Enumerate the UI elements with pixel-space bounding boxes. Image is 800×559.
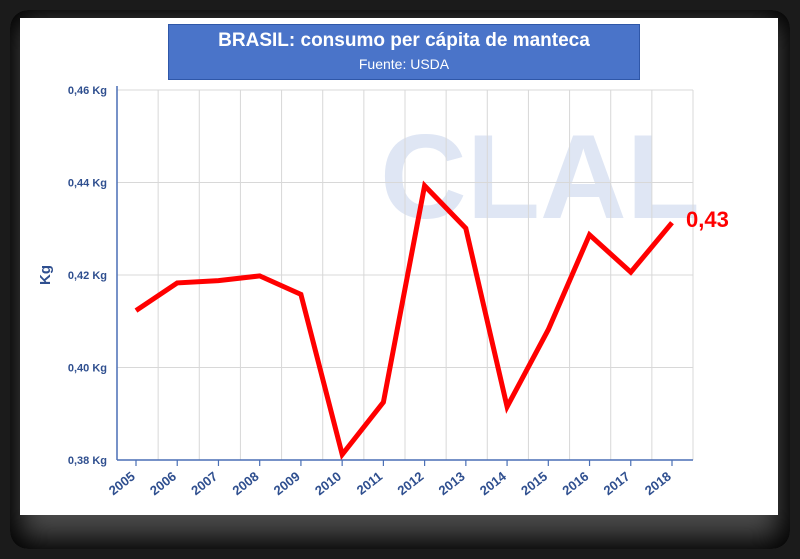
x-tick-label: 2005: [106, 469, 138, 499]
y-tick-label: 0,46 Kg: [68, 85, 107, 97]
x-tick-labels: 2005 2006 2007 2008 2009 2010 2011 2012 2013 2014…: [106, 468, 674, 498]
y-tick-label: 0,40 Kg: [68, 363, 107, 375]
x-tick-label: 2017: [601, 469, 633, 499]
y-tick-label: 0,44 Kg: [68, 178, 107, 190]
x-tick-label: 2016: [559, 469, 591, 499]
y-tick-label: 0,38 Kg: [68, 455, 107, 467]
chart-title: BRASIL: consumo per cápita de manteca: [218, 30, 590, 51]
x-tick-label: 2009: [271, 469, 303, 499]
y-tick-label: 0,42 Kg: [68, 270, 107, 282]
x-tick-label: 2007: [188, 469, 220, 499]
axes: [116, 86, 693, 466]
x-tick-label: 2018: [642, 469, 674, 499]
chart-subtitle: Fuente: USDA: [358, 56, 450, 72]
x-tick-label: 2011: [354, 469, 385, 498]
x-tick-label: 2010: [312, 469, 344, 499]
x-tick-label: 2014: [477, 468, 510, 498]
x-tick-label: 2008: [230, 469, 262, 499]
y-axis-label: Kg: [37, 265, 54, 285]
series-line: [134, 180, 674, 461]
x-tick-label: 2015: [518, 469, 550, 499]
x-tick-label: 2006: [147, 469, 179, 499]
x-tick-label: 2013: [436, 469, 468, 499]
end-value-label: 0,43: [686, 207, 729, 232]
watermark-logo: CLAL: [380, 110, 700, 244]
x-tick-label: 2012: [394, 469, 426, 499]
series-group: [134, 180, 674, 461]
chart-title-box: BRASIL: consumo per cápita de manteca Fu…: [168, 24, 640, 80]
y-tick-labels: 0,46 Kg 0,44 Kg 0,42 Kg 0,40 Kg 0,38 Kg: [68, 85, 107, 467]
